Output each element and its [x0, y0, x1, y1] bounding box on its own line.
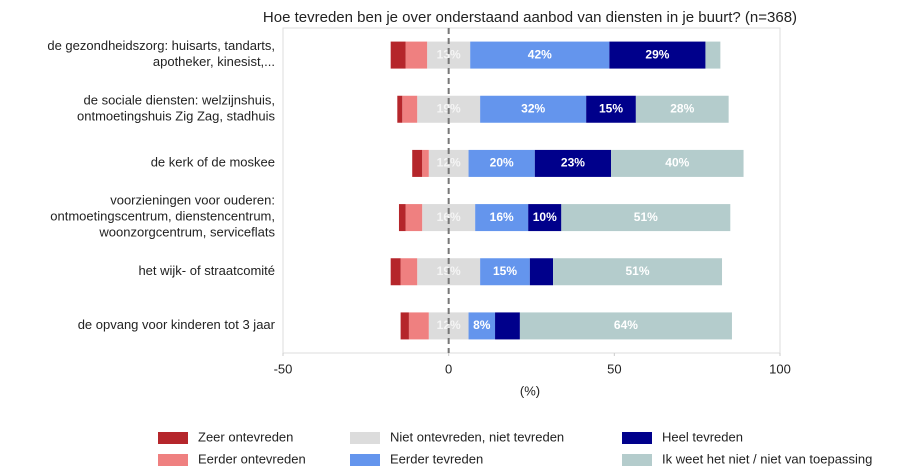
data-label: 8% — [473, 318, 491, 332]
bar-segment — [611, 149, 744, 177]
chart-title: Hoe tevreden ben je over onderstaand aan… — [263, 9, 797, 26]
x-tick-label: 0 — [445, 361, 452, 376]
bar-segment — [398, 204, 406, 232]
bar-segment — [519, 312, 732, 340]
bar-segment — [553, 258, 723, 286]
x-tick-label: -50 — [274, 361, 293, 376]
bar-segment — [390, 258, 401, 286]
legend-swatch — [158, 432, 188, 444]
y-tick-label: de kerk of de moskee — [151, 155, 275, 170]
data-label: 40% — [665, 156, 689, 170]
bar-segment — [475, 204, 529, 232]
bar-segment — [480, 258, 530, 286]
data-label: 51% — [626, 264, 650, 278]
bar-segment — [470, 41, 610, 69]
bar-segment — [561, 204, 731, 232]
x-tick-label: 100 — [769, 361, 791, 376]
x-tick-label: 50 — [607, 361, 621, 376]
bar-segment — [609, 41, 706, 69]
legend-label: Eerder tevreden — [390, 451, 483, 466]
data-label: 12% — [437, 318, 461, 332]
bar-segment — [534, 149, 612, 177]
y-tick-label: voorzieningen voor ouderen: ontmoetingsce… — [50, 193, 275, 240]
legend-swatch — [158, 454, 188, 466]
bar-segment — [428, 312, 469, 340]
bar-segment — [400, 312, 409, 340]
bar-segment — [427, 41, 471, 69]
data-label: 16% — [437, 210, 461, 224]
bar-segment — [586, 95, 636, 123]
legend-label: Zeer ontevreden — [198, 429, 293, 444]
data-label: 13% — [437, 47, 461, 61]
bar-segment — [495, 312, 520, 340]
data-label: 64% — [614, 318, 638, 332]
bar-segment — [408, 312, 429, 340]
legend-swatch — [350, 432, 380, 444]
bar-segment — [405, 41, 428, 69]
bar-segment — [635, 95, 729, 123]
bar-segment — [400, 258, 418, 286]
data-label: 10% — [533, 210, 557, 224]
plot-frame — [282, 27, 781, 354]
bar-segment — [422, 149, 429, 177]
bar-segment — [468, 312, 496, 340]
bar-segment — [529, 258, 554, 286]
y-tick-label: het wijk- of straatcomité — [138, 263, 275, 278]
bar-segment — [412, 149, 423, 177]
legend-swatch — [350, 454, 380, 466]
data-label: 23% — [561, 156, 585, 170]
data-label: 28% — [670, 101, 694, 115]
data-label: 15% — [599, 101, 623, 115]
bar-segment — [402, 95, 418, 123]
y-tick-label: de sociale diensten: welzijnshuis, ontmoe… — [77, 93, 275, 124]
data-label: 29% — [645, 47, 669, 61]
legend-swatch — [622, 454, 652, 466]
bar-segment — [390, 41, 406, 69]
y-tick-label: de opvang voor kinderen tot 3 jaar — [78, 317, 276, 332]
data-label: 15% — [493, 264, 517, 278]
y-tick-label: de gezondheidszorg: huisarts, tandarts, a… — [47, 39, 275, 70]
data-label: 42% — [528, 47, 552, 61]
data-label: 16% — [490, 210, 514, 224]
x-axis-label: (%) — [520, 383, 540, 398]
bar-segment — [480, 95, 587, 123]
legend-label: Heel tevreden — [662, 429, 743, 444]
bar-segment — [528, 204, 562, 232]
legend-label: Niet ontevreden, niet tevreden — [390, 429, 564, 444]
bar-segment — [397, 95, 403, 123]
data-label: 51% — [634, 210, 658, 224]
legend-label: Ik weet het niet / niet van toepassing — [662, 451, 872, 466]
data-label: 32% — [521, 101, 545, 115]
bar-segment — [405, 204, 423, 232]
data-label: 20% — [490, 156, 514, 170]
bar-segment — [468, 149, 535, 177]
legend-label: Eerder ontevreden — [198, 451, 306, 466]
bar-segment — [705, 41, 721, 69]
legend-swatch — [622, 432, 652, 444]
